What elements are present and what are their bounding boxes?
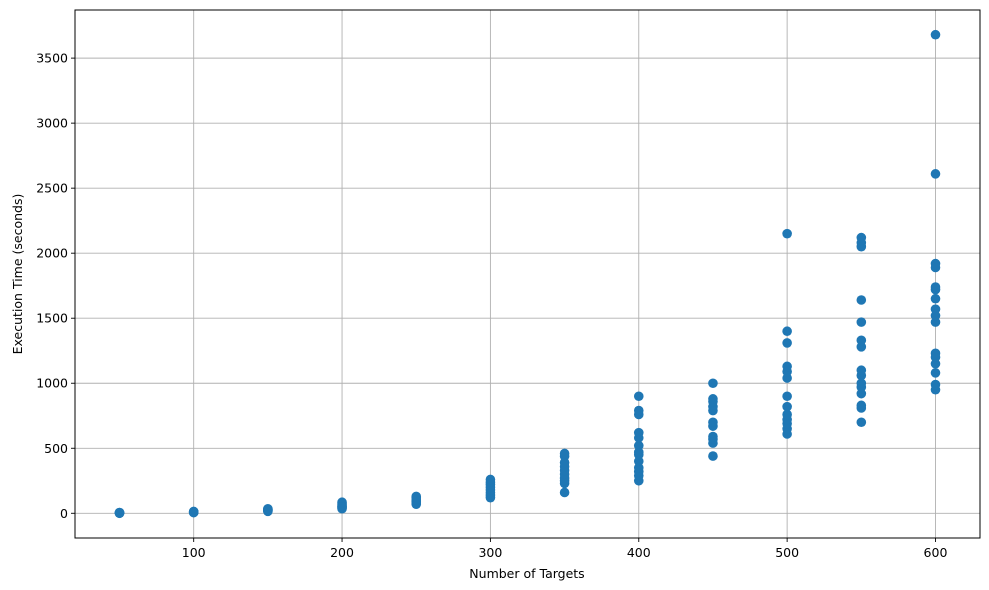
y-tick-label: 2500 xyxy=(36,181,68,196)
data-point xyxy=(930,348,941,359)
data-point xyxy=(708,451,718,461)
x-axis-label: Number of Targets xyxy=(469,566,584,581)
data-point xyxy=(856,378,867,389)
data-point xyxy=(708,431,718,442)
y-tick-label: 3000 xyxy=(36,116,68,131)
data-point xyxy=(782,361,792,372)
data-point xyxy=(633,427,644,438)
data-point xyxy=(782,228,792,239)
data-point xyxy=(708,394,718,404)
data-point xyxy=(485,474,496,485)
data-point xyxy=(633,391,644,402)
x-tick-label: 300 xyxy=(478,545,502,560)
data-point xyxy=(114,508,125,518)
data-point xyxy=(411,491,422,502)
data-point xyxy=(188,507,199,517)
data-point xyxy=(856,232,867,243)
data-point xyxy=(856,335,867,346)
data-point xyxy=(633,440,644,451)
data-point xyxy=(708,417,718,428)
data-point xyxy=(337,501,347,512)
y-axis-ticks: 0 500 1000 1500 2000 2500 3000 3500 xyxy=(36,51,75,521)
data-point xyxy=(856,417,867,428)
data-point xyxy=(856,317,867,327)
y-axis-label: Execution Time (seconds) xyxy=(10,194,25,355)
plot-frame xyxy=(74,9,981,539)
y-tick-label: 1500 xyxy=(36,311,68,326)
data-point xyxy=(930,379,941,390)
x-tick-label: 500 xyxy=(775,545,799,560)
data-point xyxy=(782,401,792,412)
data-point xyxy=(263,505,273,516)
data-point xyxy=(930,29,941,40)
data-point xyxy=(782,338,792,348)
data-point xyxy=(856,295,867,305)
y-tick-label: 2000 xyxy=(36,246,68,261)
data-point xyxy=(930,169,941,179)
data-point xyxy=(930,282,941,292)
data-points xyxy=(114,29,941,519)
data-point xyxy=(930,368,941,378)
data-point xyxy=(856,365,867,376)
data-point xyxy=(633,405,644,416)
data-point xyxy=(782,409,792,420)
plot-background xyxy=(75,10,980,538)
data-point xyxy=(782,326,792,337)
data-point xyxy=(930,293,941,304)
data-point xyxy=(856,400,867,411)
data-point xyxy=(559,448,570,459)
data-point xyxy=(930,258,941,269)
x-tick-label: 600 xyxy=(924,545,948,560)
y-tick-label: 0 xyxy=(60,506,68,521)
x-tick-label: 400 xyxy=(627,545,651,560)
x-axis-ticks: 100 200 300 400 500 600 xyxy=(182,538,948,560)
grid-lines xyxy=(75,10,980,538)
y-tick-label: 3500 xyxy=(36,51,68,66)
y-tick-label: 1000 xyxy=(36,376,68,391)
data-point xyxy=(708,378,718,389)
x-tick-label: 200 xyxy=(330,545,354,560)
data-point xyxy=(782,391,792,402)
data-point xyxy=(559,487,570,498)
data-point xyxy=(930,304,941,314)
x-tick-label: 100 xyxy=(182,545,206,560)
y-tick-label: 500 xyxy=(44,441,68,456)
